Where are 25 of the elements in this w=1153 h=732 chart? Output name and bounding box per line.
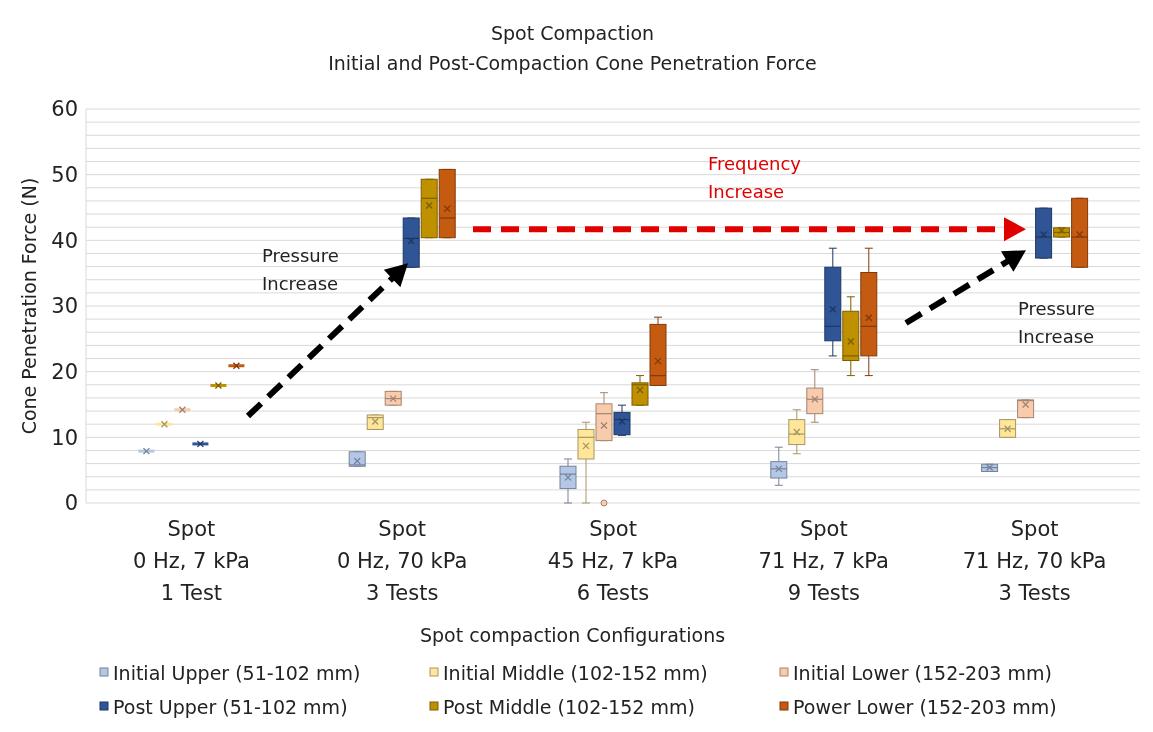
y-tick-label: 60 [51,97,78,122]
x-tick-label: Spot 45 Hz, 7 kPa 6 Tests [547,517,679,605]
legend-label: Initial Middle (102-152 mm) [443,661,708,684]
legend-label: Initial Lower (152-203 mm) [793,661,1052,684]
legend-label: Post Middle (102-152 mm) [443,695,695,718]
x-tick-label: Spot 71 Hz, 70 kPa 3 Tests [962,517,1107,605]
chart-title: Spot Compaction [490,22,655,44]
x-tick-label: Spot 0 Hz, 7 kPa 1 Test [132,517,250,605]
y-tick-label: 40 [51,228,78,253]
legend-label: Initial Upper (51-102 mm) [113,661,361,684]
x-tick-label: Spot 0 Hz, 70 kPa 3 Tests [337,517,468,605]
y-tick-label: 0 [64,491,78,516]
annotation: Pressure Increase [1018,298,1095,347]
annotation: Pressure Increase [262,245,339,294]
y-axis-title: Cone Penetration Force (N) [18,177,40,435]
y-tick-label: 30 [51,294,78,319]
legend-label: Post Upper (51-102 mm) [113,695,348,718]
chart-subtitle: Initial and Post-Compaction Cone Penetration Force [328,52,817,74]
annotation: Frequency Increase [708,153,802,202]
y-tick-label: 50 [51,163,78,188]
x-axis-title: Spot compaction Configurations [419,624,726,646]
legend-label: Power Lower (152-203 mm) [793,695,1057,718]
y-tick-label: 20 [51,360,78,385]
y-tick-label: 10 [51,425,78,450]
x-tick-label: Spot 71 Hz, 7 kPa 9 Tests [758,517,889,605]
